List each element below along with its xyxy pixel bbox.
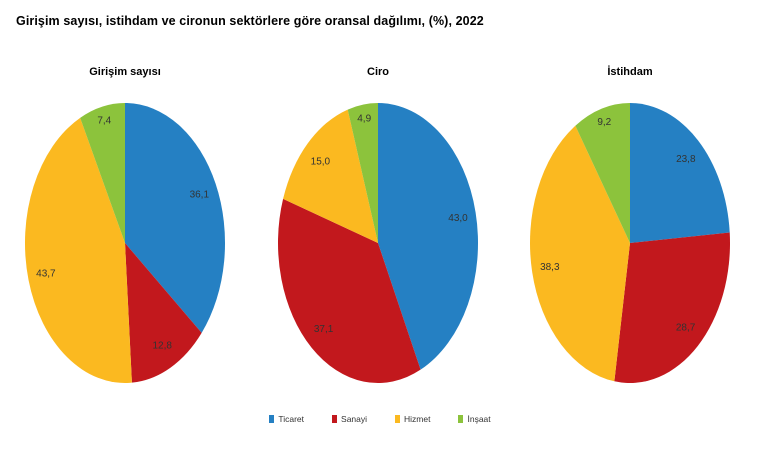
legend-label-ticaret: Ticaret [278,414,305,424]
legend-marker-hizmet [395,415,401,423]
legend-label-sanayi: Sanayi [341,414,368,424]
pie-slice-ticaret [378,103,479,370]
legend-item-sanayi: Sanayi [332,414,367,424]
legend-marker-ticaret [269,415,275,423]
legend-label-insaat: İnşaat [467,414,491,424]
slice-value-label-ticaret: 43,0 [448,213,468,224]
legend-marker-insaat [458,415,464,423]
pie-title-istihdam: İstihdam [607,66,653,78]
figure-title: Girişim sayısı, istihdam ve cironun sekt… [16,14,484,28]
pie-chart-ciro: Ciro 43,0 37,1 15,0 4,9 [253,64,503,388]
pie-chart-istihdam: İstihdam 23,8 28,7 38,3 9,2 [505,64,755,388]
pie-slice-sanayi [125,243,202,383]
slice-value-label-insaat: 7,4 [97,115,111,126]
legend-item-ticaret: Ticaret [269,414,304,424]
pie-title-ciro: Ciro [367,66,389,78]
slice-value-label-hizmet: 38,3 [540,262,560,273]
pie-slice-sanayi [614,232,731,384]
pie-svg-girisim-sayisi: 36,1 12,8 43,7 7,4 [24,103,226,384]
legend-item-hizmet: Hizmet [395,414,430,424]
slice-value-label-sanayi: 37,1 [314,324,334,335]
pie-title-girisim-sayisi: Girişim sayısı [89,66,161,78]
slice-value-label-sanayi: 12,8 [152,340,172,351]
pie-slice-sanayi [277,198,421,384]
pie-chart-girisim-sayisi: Girişim sayısı 36,1 12,8 43,7 7,4 [0,64,250,388]
pie-slice-hizmet [24,117,132,384]
pie-slice-ticaret [630,103,730,243]
pie-slice-insaat [80,103,125,243]
slice-value-label-hizmet: 15,0 [311,156,331,167]
legend-marker-sanayi [332,415,338,423]
legend-item-insaat: İnşaat [458,414,491,424]
slice-value-label-ticaret: 36,1 [190,189,210,200]
pie-slice-ticaret [125,103,226,333]
slice-value-label-insaat: 4,9 [357,114,371,125]
pie-svg-ciro: 43,0 37,1 15,0 4,9 [277,103,479,384]
pie-svg-istihdam: 23,8 28,7 38,3 9,2 [530,103,731,384]
slice-value-label-insaat: 9,2 [597,117,611,128]
pie-slice-hizmet [283,109,378,243]
pie-slice-insaat [347,103,378,243]
pie-slice-hizmet [530,125,630,382]
slice-value-label-sanayi: 28,7 [676,322,696,333]
legend: Ticaret Sanayi Hizmet İnşaat [0,414,760,424]
legend-label-hizmet: Hizmet [404,414,431,424]
slice-value-label-ticaret: 23,8 [676,154,696,165]
slice-value-label-hizmet: 43,7 [36,268,56,279]
pie-slice-insaat [575,103,630,243]
